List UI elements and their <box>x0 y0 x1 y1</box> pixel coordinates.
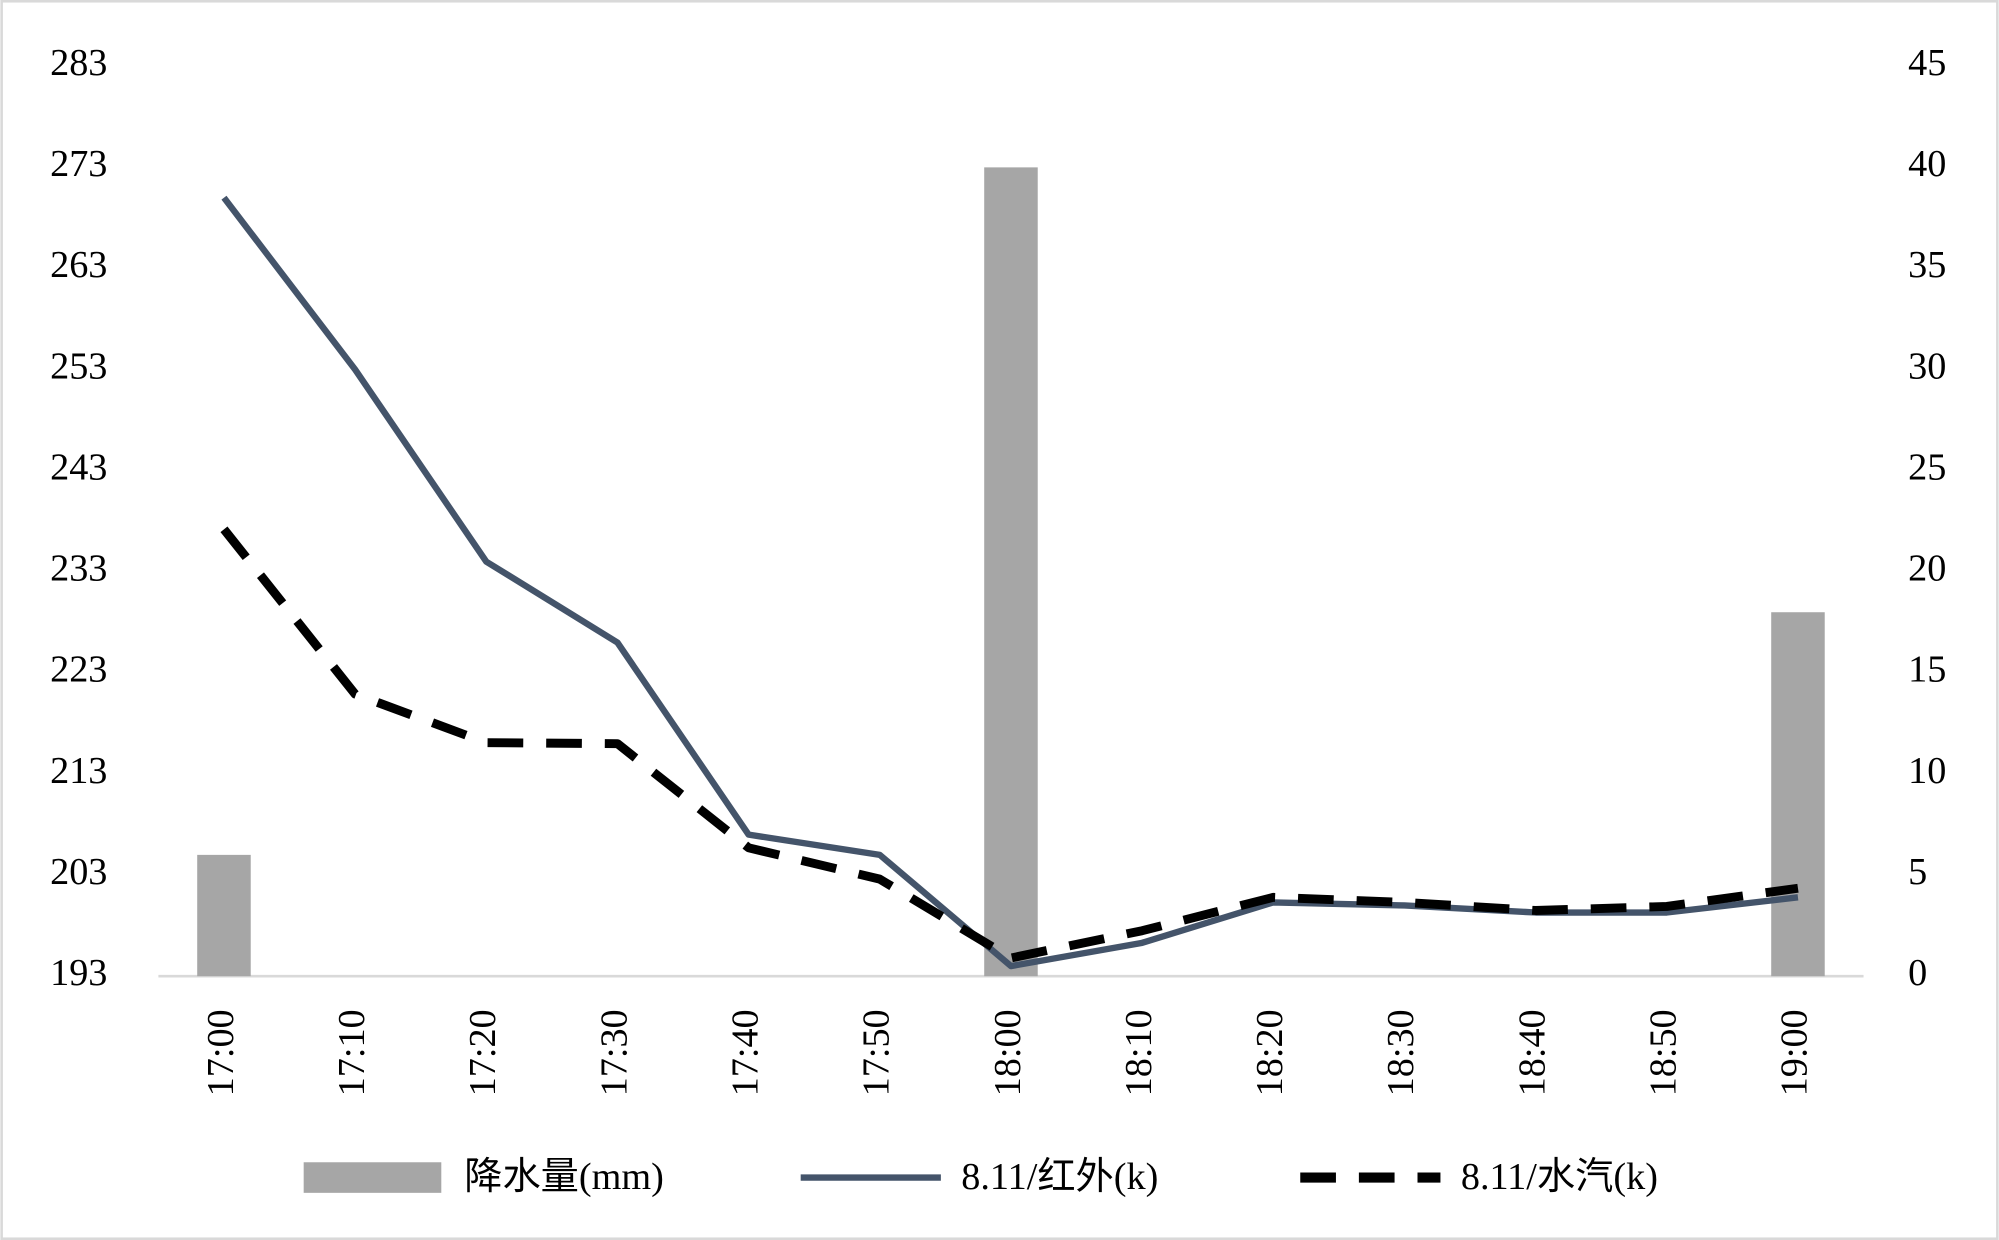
line <box>220 526 1799 963</box>
y-tick-label: 203 <box>50 851 107 893</box>
y-tick-label: 253 <box>50 345 107 387</box>
y-tick-label: 263 <box>50 244 107 286</box>
y-tick-label: 193 <box>50 952 107 994</box>
legend-label: 8.11/红外(k) <box>961 1156 1158 1198</box>
legend-label: 降水量(mm) <box>464 1156 664 1198</box>
y-tick-label: 273 <box>50 143 107 185</box>
y-tick-label: 243 <box>50 446 107 488</box>
y-tick-label: 283 <box>50 42 107 84</box>
x-tick-label: 18:20 <box>1249 1009 1291 1096</box>
x-tick-label: 17:50 <box>856 1009 898 1096</box>
x-tick-label: 17:10 <box>331 1009 373 1096</box>
x-tick-label: 17:40 <box>724 1009 766 1096</box>
x-tick-label: 18:10 <box>1118 1009 1160 1096</box>
y2-tick-label: 5 <box>1908 851 1927 893</box>
legend-swatch <box>303 1162 442 1193</box>
x-tick-label: 18:40 <box>1511 1009 1553 1096</box>
x-tick-label: 17:20 <box>462 1009 504 1096</box>
y2-tick-label: 15 <box>1908 649 1946 691</box>
y-tick-label: 233 <box>50 548 107 590</box>
x-tick-label: 18:50 <box>1643 1009 1685 1096</box>
y2-tick-label: 40 <box>1908 143 1946 185</box>
bar <box>984 167 1038 977</box>
x-tick-label: 17:30 <box>593 1009 635 1096</box>
bar <box>197 854 251 977</box>
y-tick-label: 213 <box>50 750 107 792</box>
y2-tick-label: 20 <box>1908 548 1946 590</box>
y2-tick-label: 45 <box>1908 42 1946 84</box>
y-tick-label: 223 <box>50 649 107 691</box>
x-tick-label: 17:00 <box>200 1009 242 1096</box>
y2-tick-label: 10 <box>1908 750 1946 792</box>
legend-label: 8.11/水汽(k) <box>1461 1156 1658 1198</box>
x-tick-label: 19:00 <box>1774 1009 1816 1096</box>
y2-tick-label: 25 <box>1908 446 1946 488</box>
x-tick-label: 18:30 <box>1380 1009 1422 1096</box>
x-tick-label: 18:00 <box>987 1009 1029 1096</box>
y2-tick-label: 0 <box>1908 952 1927 994</box>
bar <box>1771 612 1825 977</box>
y2-tick-label: 30 <box>1908 345 1946 387</box>
y2-tick-label: 35 <box>1908 244 1946 286</box>
